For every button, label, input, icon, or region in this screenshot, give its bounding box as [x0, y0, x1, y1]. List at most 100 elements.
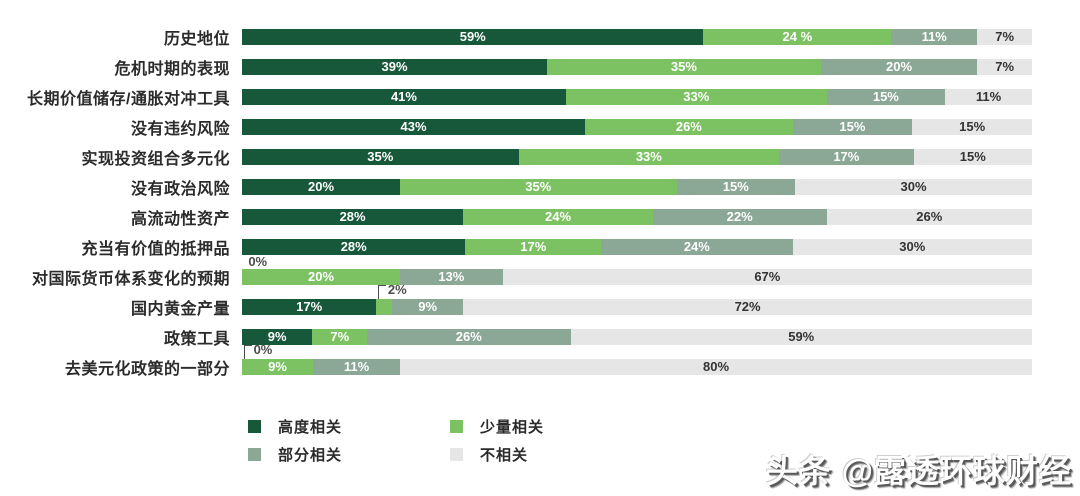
segment-value-label: 28% [340, 239, 367, 254]
segment-value-label: 26% [675, 119, 702, 134]
stacked-bar: 41% 33% 15% 11% [242, 89, 1033, 105]
segment-value-label: 15% [959, 149, 986, 164]
bar-segment: 9% [392, 299, 464, 315]
bar-segment: 17% [242, 299, 377, 315]
bar-segment: 30% [795, 179, 1032, 195]
segment-value-label: 20% [886, 59, 913, 74]
segment-value-label: 15% [872, 89, 899, 104]
bar-segment: 9% [242, 329, 313, 345]
legend-label: 少量相关 [480, 419, 545, 436]
segment-value-label: 11% [975, 89, 1002, 104]
bar-segment: 15% [792, 119, 913, 135]
segment-value-label: 7% [995, 29, 1015, 44]
bar-segment: 7% [977, 29, 1032, 45]
bar-segment: 20% [820, 59, 978, 75]
bar-segment: 24 % [703, 29, 892, 45]
bar-segment: 20% [242, 269, 400, 285]
chart-row: 对国际货币体系变化的预期 20% 13% 67% 0% [0, 254, 1080, 292]
bar-segment: 39% [242, 59, 548, 75]
segment-value-label: 30% [900, 179, 927, 194]
chart-row: 充当有价值的抵押品 28% 17% 24% 30% [0, 232, 1080, 262]
segment-value-label: 59% [788, 329, 815, 344]
segment-value-label: 80% [702, 359, 730, 374]
category-label: 去美元化政策的一部分 [64, 361, 230, 378]
segment-value-label: 17% [520, 239, 547, 254]
segment-value-label: 9% [418, 299, 438, 314]
category-label: 没有政治风险 [130, 181, 230, 198]
segment-value-label: 30% [899, 239, 926, 254]
segment-value-label: 17% [833, 149, 860, 164]
bar-segment: 24% [463, 209, 653, 225]
chart-legend: 高度相关 部分相关 少量相关不相关 [248, 416, 1080, 465]
category-label: 没有违约风险 [130, 121, 230, 138]
bar-segment: 26% [826, 209, 1032, 225]
bar-segment: 15% [913, 149, 1032, 165]
bar-segment: 17% [465, 239, 602, 255]
bar-segment: 26% [367, 329, 571, 345]
bar-segment: 9% [242, 359, 314, 375]
legend-column: 高度相关 部分相关 [248, 416, 398, 465]
legend-item: 少量相关 [450, 416, 600, 437]
bar-segment: 11% [891, 29, 978, 45]
stacked-bar: 35% 33% 17% 15% [242, 149, 1032, 165]
segment-value-label: 9% [268, 359, 287, 374]
segment-value-label: 39% [381, 59, 408, 74]
bar-segment [376, 299, 393, 315]
bar-segment: 35% [400, 179, 677, 195]
segment-value-label: 33% [635, 149, 662, 164]
segment-value-label: 59% [459, 29, 486, 44]
chart-row: 政策工具 9% 7% 26% 59% [0, 322, 1080, 352]
chart-row: 实现投资组合多元化 35% 33% 17% 15% [0, 142, 1080, 172]
bar-segment: 80% [400, 359, 1032, 375]
bar-segment: 15% [676, 179, 795, 195]
bar-segment: 24% [601, 239, 793, 255]
bar-segment: 28% [242, 239, 466, 255]
legend-item: 不相关 [450, 444, 600, 465]
stacked-bar: 59% 24 % 11% 7% [242, 29, 1032, 45]
chart-row: 国内黄金产量 17% 9% 72% 2% [0, 282, 1080, 322]
stacked-bar: 9% 11% 80% 0% [242, 342, 1032, 375]
watermark: 头条 @露透环球财经 [765, 453, 1072, 489]
segment-value-label: 22% [726, 209, 753, 224]
gold-relevance-stacked-bar-chart: 历史地位 59% 24 % 11% 7% 危机时期的表现 39% 35% 20% 7% 长期价值储存… [0, 29, 1080, 465]
segment-value-label: 20% [307, 179, 335, 194]
chart-row: 长期价值储存/通胀对冲工具 41% 33% 15% 11% [0, 82, 1080, 112]
segment-value-label: 28% [339, 209, 366, 224]
bar-segment: 72% [463, 299, 1032, 315]
bar-segment: 22% [652, 209, 827, 225]
segment-value-label: 41% [390, 89, 417, 104]
bar-segment: 43% [242, 119, 586, 135]
stacked-bar: 43% 26% 15% 15% [242, 119, 1032, 135]
segment-value-label: 11% [343, 359, 370, 374]
segment-value-label: 72% [734, 299, 761, 314]
category-label: 政策工具 [163, 331, 230, 348]
legend-swatch [450, 420, 463, 433]
bar-segment: 17% [779, 149, 914, 165]
stacked-bar: 9% 7% 26% 59% [242, 329, 1032, 345]
bar-segment: 15% [912, 119, 1032, 135]
chart-row: 去美元化政策的一部分 9% 11% 80% 0% [0, 342, 1080, 382]
segment-value-label: 20% [307, 269, 335, 284]
segment-value-label: 13% [438, 269, 465, 284]
legend-column: 少量相关不相关 [450, 416, 600, 465]
bar-segment: 41% [242, 89, 566, 105]
segment-value-label: 35% [525, 179, 552, 194]
stacked-bar: 17% 9% 72% 2% [242, 282, 1032, 315]
stacked-bar: 39% 35% 20% 7% [242, 59, 1032, 75]
segment-value-label: 35% [367, 149, 394, 164]
bar-segment: 15% [826, 89, 946, 105]
bar-segment: 7% [977, 59, 1032, 75]
chart-row: 没有违约风险 43% 26% 15% 15% [0, 112, 1080, 142]
bar-segment: 35% [547, 59, 821, 75]
chart-row: 危机时期的表现 39% 35% 20% 7% [0, 52, 1080, 82]
segment-value-label: 15% [839, 119, 866, 134]
bar-segment: 59% [570, 329, 1032, 345]
legend-swatch [248, 420, 261, 433]
bar-segment: 67% [502, 269, 1032, 285]
segment-value-label: 24% [544, 209, 572, 224]
bar-segment: 11% [313, 359, 400, 375]
chart-rows: 历史地位 59% 24 % 11% 7% 危机时期的表现 39% 35% 20% 7% 长期价值储存… [0, 29, 1080, 382]
category-label: 长期价值储存/通胀对冲工具 [27, 91, 230, 108]
bar-segment: 59% [242, 29, 704, 45]
segment-value-label: 15% [722, 179, 749, 194]
